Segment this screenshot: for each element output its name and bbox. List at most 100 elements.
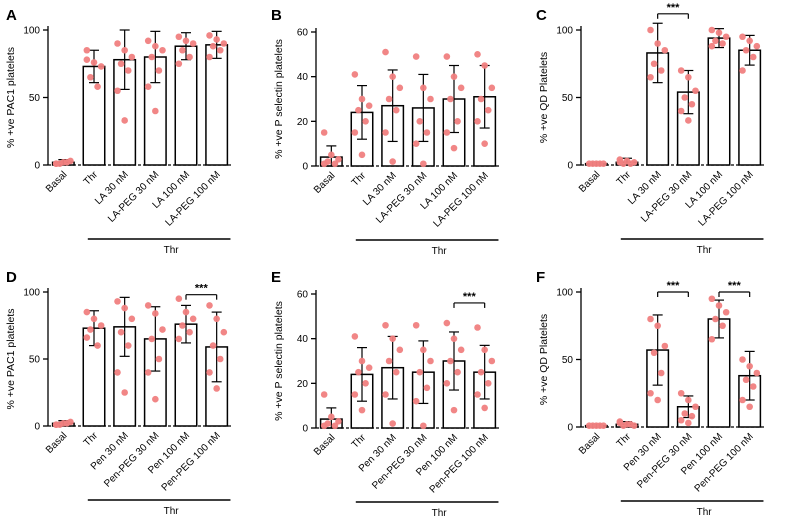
data-point [117, 60, 125, 68]
data-point [443, 53, 451, 60]
data-point [124, 342, 132, 349]
data-point [739, 356, 746, 363]
data-point [488, 84, 496, 92]
data-point [647, 73, 654, 81]
data-point [685, 419, 692, 427]
group-label: Thr [432, 508, 448, 519]
data-point [186, 328, 193, 336]
y-tick-label: 100 [556, 26, 573, 37]
data-point [692, 403, 699, 411]
data-point [362, 118, 369, 125]
y-axis-label: % +ve PAC1 platelets [5, 47, 17, 148]
data-point [657, 67, 665, 74]
x-tick-label: Pen-PEG 100 nM [428, 432, 491, 495]
data-point [152, 395, 159, 403]
data-point [320, 422, 328, 430]
data-point [416, 118, 424, 125]
data-point [52, 160, 60, 167]
data-point [742, 46, 750, 54]
data-point [365, 364, 373, 371]
x-tick-label: LA-PEG 100 nM [697, 169, 756, 228]
data-point [420, 84, 427, 92]
data-point [358, 95, 366, 103]
data-point [654, 40, 661, 47]
y-axis-label: % +ve PAC1 platelets [5, 308, 17, 409]
data-point [412, 140, 420, 147]
data-point [209, 342, 217, 349]
data-point [121, 389, 128, 396]
data-point [450, 73, 458, 80]
data-point [216, 355, 224, 363]
y-tick-label: 100 [556, 288, 573, 299]
data-point [450, 406, 458, 414]
data-point [477, 368, 485, 376]
data-point [186, 53, 193, 61]
data-point [450, 335, 458, 342]
data-point [206, 369, 213, 376]
data-point [63, 420, 71, 427]
data-point [443, 129, 451, 136]
data-point [382, 391, 389, 398]
data-point [87, 326, 94, 333]
data-point [331, 422, 339, 430]
significance-label: *** [728, 280, 742, 292]
data-point [484, 106, 492, 114]
data-point [362, 380, 369, 387]
data-point [179, 46, 186, 54]
data-point [144, 37, 152, 45]
data-point [657, 369, 665, 377]
group-label: Thr [697, 245, 713, 256]
data-point [739, 33, 746, 41]
data-point [175, 295, 183, 302]
data-point [474, 118, 481, 125]
data-point [447, 357, 454, 365]
data-point [677, 416, 685, 424]
data-point [712, 37, 719, 45]
panel-letter: D [6, 269, 17, 286]
data-point [616, 418, 624, 425]
data-point [128, 53, 136, 61]
data-point [83, 308, 91, 316]
data-point [722, 308, 730, 316]
y-tick-label: 20 [297, 117, 309, 128]
data-point [708, 335, 716, 343]
data-point [358, 357, 366, 365]
data-point [681, 410, 689, 417]
data-point [654, 322, 661, 330]
panel-letter: B [271, 7, 282, 24]
data-point [83, 56, 91, 63]
x-tick-label: Pen-PEG 30 nM [635, 431, 694, 490]
y-tick-label: 0 [34, 422, 40, 433]
y-tick-label: 100 [23, 26, 40, 37]
x-tick-label: Pen-PEG 30 nM [102, 430, 161, 489]
data-point [650, 60, 658, 68]
significance-label: *** [195, 283, 209, 295]
data-point [83, 334, 91, 341]
data-point [389, 73, 396, 80]
data-point [396, 84, 404, 92]
data-point [320, 391, 328, 398]
bar [707, 37, 731, 166]
data-point [443, 380, 451, 387]
data-point [412, 53, 420, 60]
data-point [148, 53, 156, 61]
data-point [457, 84, 465, 92]
data-point [117, 328, 125, 336]
data-point [457, 346, 465, 354]
data-point [396, 346, 404, 354]
y-tick-label: 50 [29, 355, 41, 366]
data-point [182, 308, 190, 316]
data-point [454, 118, 461, 125]
y-tick-label: 0 [302, 424, 308, 435]
data-point [739, 396, 746, 404]
y-axis-label: % +ve QD Platelets [538, 314, 550, 405]
data-point [385, 95, 393, 103]
data-point [589, 422, 597, 429]
data-point [481, 62, 488, 69]
data-point [382, 48, 389, 56]
data-point [650, 349, 658, 357]
data-point [677, 67, 685, 74]
x-tick-label: Thr [82, 430, 101, 449]
